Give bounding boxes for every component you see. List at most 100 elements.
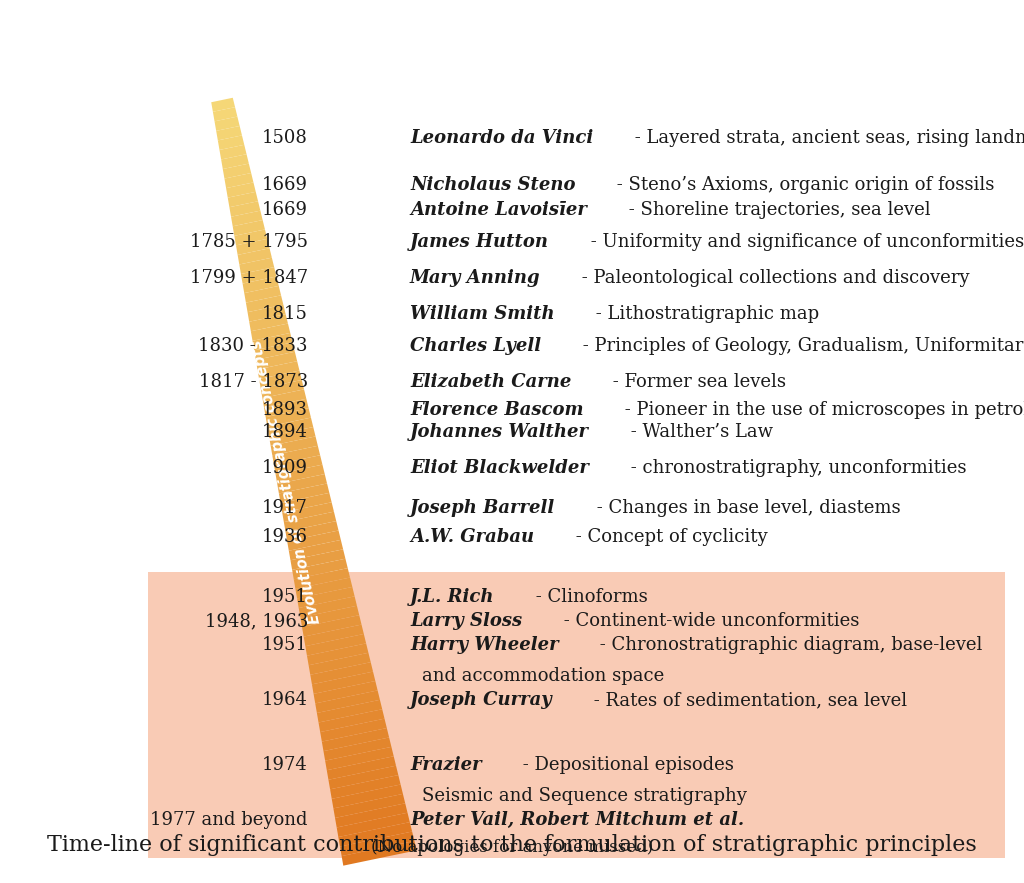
Polygon shape	[238, 248, 271, 265]
Polygon shape	[254, 343, 295, 360]
Polygon shape	[287, 531, 341, 551]
Polygon shape	[231, 211, 263, 226]
Text: James Hutton: James Hutton	[410, 233, 549, 251]
Text: Larry Sloss: Larry Sloss	[410, 612, 522, 630]
Text: - chronostratigraphy, unconformities: - chronostratigraphy, unconformities	[625, 459, 966, 477]
Polygon shape	[253, 333, 293, 351]
Polygon shape	[248, 305, 286, 321]
Text: William Smith: William Smith	[410, 305, 555, 323]
Bar	[148, 572, 1005, 858]
Text: - Clinoforms: - Clinoforms	[530, 588, 648, 606]
Text: Eliot Blackwelder: Eliot Blackwelder	[410, 459, 589, 477]
Polygon shape	[338, 822, 412, 847]
Polygon shape	[256, 351, 297, 369]
Text: - Concept of cyclicity: - Concept of cyclicity	[570, 528, 768, 546]
Text: - Paleontological collections and discovery: - Paleontological collections and discov…	[577, 269, 970, 287]
Text: - Continent-wide unconformities: - Continent-wide unconformities	[558, 612, 859, 630]
Text: Nicholaus Steno: Nicholaus Steno	[410, 176, 575, 194]
Text: - Depositional episodes: - Depositional episodes	[517, 756, 734, 774]
Text: 1974: 1974	[262, 756, 308, 774]
Text: - Former sea levels: - Former sea levels	[607, 373, 786, 391]
Text: 1669: 1669	[262, 176, 308, 194]
Polygon shape	[326, 747, 393, 770]
Text: 1917: 1917	[262, 499, 308, 517]
Polygon shape	[269, 427, 315, 446]
Polygon shape	[337, 812, 410, 837]
Polygon shape	[292, 559, 348, 579]
Polygon shape	[275, 464, 325, 484]
Text: A.W. Grabau: A.W. Grabau	[410, 528, 535, 546]
Text: Harry Wheeler: Harry Wheeler	[410, 636, 559, 654]
Polygon shape	[340, 832, 415, 857]
Polygon shape	[262, 389, 306, 408]
Polygon shape	[332, 784, 402, 809]
Polygon shape	[236, 239, 269, 255]
Text: - Steno’s Axioms, organic origin of fossils: - Steno’s Axioms, organic origin of foss…	[611, 176, 994, 194]
Text: - Walther’s Law: - Walther’s Law	[625, 423, 773, 441]
Text: 1964: 1964	[262, 691, 308, 709]
Polygon shape	[342, 841, 417, 865]
Polygon shape	[294, 568, 350, 589]
Polygon shape	[316, 700, 382, 722]
Text: - Principles of Geology, Gradualism, Uniformitarianism: - Principles of Geology, Gradualism, Uni…	[577, 337, 1024, 355]
Polygon shape	[315, 691, 380, 713]
Polygon shape	[310, 662, 373, 684]
Text: - Lithostratigraphic map: - Lithostratigraphic map	[591, 305, 819, 323]
Polygon shape	[278, 474, 327, 494]
Text: 1817 - 1873: 1817 - 1873	[199, 373, 308, 391]
Polygon shape	[305, 634, 367, 656]
Text: (No apologies for anyone missed): (No apologies for anyone missed)	[371, 839, 653, 856]
Text: Time-line of significant contributions to the formulation of stratigraphic princ: Time-line of significant contributions t…	[47, 834, 977, 856]
Polygon shape	[224, 173, 254, 188]
Polygon shape	[330, 775, 400, 799]
Polygon shape	[321, 719, 387, 742]
Polygon shape	[241, 267, 276, 283]
Text: Mary Anning: Mary Anning	[410, 269, 541, 287]
Text: - Changes in base level, diastems: - Changes in base level, diastems	[591, 499, 901, 517]
Polygon shape	[274, 456, 323, 474]
Text: and accommodation space: and accommodation space	[422, 667, 665, 685]
Polygon shape	[327, 756, 396, 780]
Text: - Rates of sedimentation, sea level: - Rates of sedimentation, sea level	[589, 691, 907, 709]
Polygon shape	[261, 380, 304, 398]
Polygon shape	[215, 117, 240, 131]
Text: - Shoreline trajectories, sea level: - Shoreline trajectories, sea level	[623, 201, 930, 219]
Polygon shape	[335, 804, 408, 827]
Polygon shape	[281, 493, 332, 512]
Text: Johannes Walther: Johannes Walther	[410, 423, 589, 441]
Polygon shape	[334, 794, 406, 818]
Polygon shape	[229, 201, 260, 216]
Text: - Layered strata, ancient seas, rising landmass: - Layered strata, ancient seas, rising l…	[629, 129, 1024, 147]
Polygon shape	[272, 446, 321, 464]
Polygon shape	[223, 163, 251, 178]
Text: - Pioneer in the use of microscopes in petrology: - Pioneer in the use of microscopes in p…	[620, 401, 1024, 419]
Text: Peter Vail, Robert Mitchum et al.: Peter Vail, Robert Mitchum et al.	[410, 811, 744, 829]
Text: Joseph Curray: Joseph Curray	[410, 691, 553, 709]
Polygon shape	[295, 577, 352, 599]
Text: 1815: 1815	[262, 305, 308, 323]
Polygon shape	[300, 606, 359, 627]
Polygon shape	[259, 371, 302, 389]
Polygon shape	[218, 135, 245, 150]
Polygon shape	[283, 502, 334, 522]
Polygon shape	[213, 107, 238, 121]
Text: - Uniformity and significance of unconformities: - Uniformity and significance of unconfo…	[585, 233, 1024, 251]
Polygon shape	[307, 644, 369, 665]
Text: 1951: 1951	[262, 636, 308, 654]
Polygon shape	[279, 484, 330, 503]
Text: J.L. Rich: J.L. Rich	[410, 588, 495, 606]
Polygon shape	[312, 672, 376, 694]
Polygon shape	[265, 408, 311, 426]
Text: 1830 - 1833: 1830 - 1833	[199, 337, 308, 355]
Text: - Chronostratigraphic diagram, base-level: - Chronostratigraphic diagram, base-leve…	[594, 636, 983, 654]
Text: 1669: 1669	[262, 201, 308, 219]
Polygon shape	[243, 276, 279, 293]
Polygon shape	[219, 145, 247, 160]
Polygon shape	[284, 511, 336, 532]
Polygon shape	[257, 361, 299, 379]
Text: Charles Lyell: Charles Lyell	[410, 337, 541, 355]
Polygon shape	[318, 709, 385, 732]
Polygon shape	[297, 587, 354, 608]
Polygon shape	[302, 615, 361, 637]
Text: Seismic and Sequence stratigraphy: Seismic and Sequence stratigraphy	[422, 787, 746, 805]
